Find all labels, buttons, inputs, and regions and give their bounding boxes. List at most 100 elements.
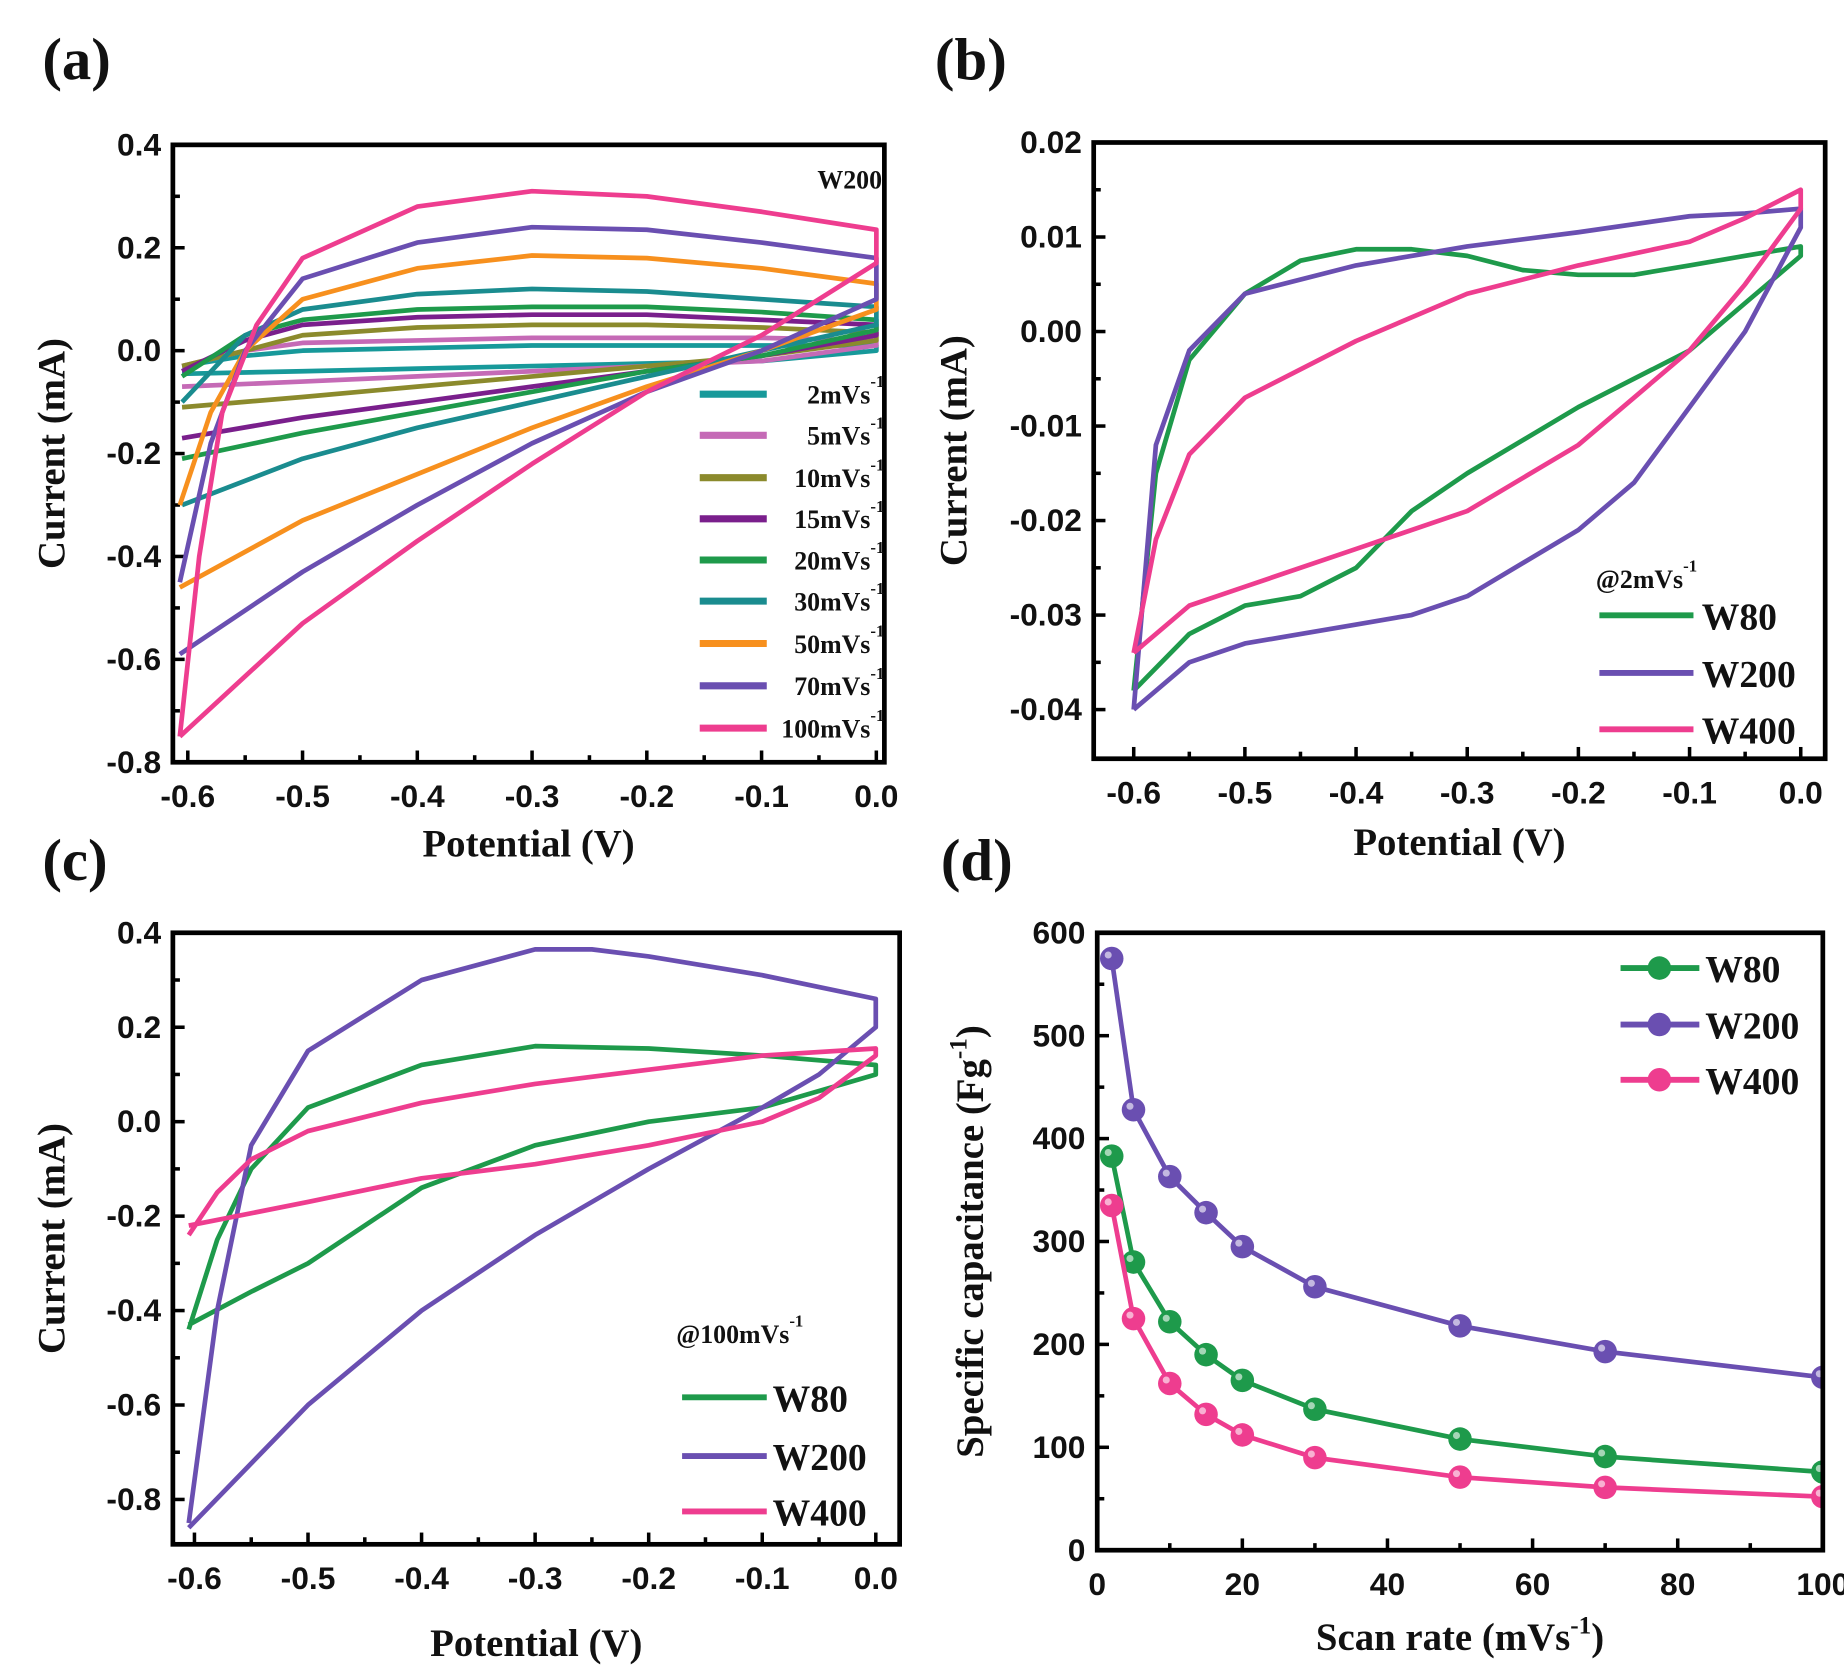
legend-label-sup: -1: [870, 538, 884, 557]
data-point-highlight: [1162, 1376, 1170, 1384]
legend-label-main: 70mVs: [794, 672, 870, 701]
legend-label: W200: [773, 1437, 867, 1479]
plot-frame: [170, 142, 887, 765]
legend-label: W80: [773, 1378, 848, 1420]
legend-label-main: 15mVs: [794, 505, 870, 534]
y-tick-label: -0.8: [106, 1481, 161, 1517]
x-axis-title-main: Scan rate (mVs: [1316, 1616, 1570, 1659]
x-axis-title: Scan rate (mVs-1): [1316, 1613, 1604, 1659]
x-tick-label: -0.5: [275, 778, 330, 814]
y-axis-title-main: Specific capacitance (Fg: [949, 1059, 992, 1458]
y-tick-label: 0.2: [117, 229, 161, 265]
y-axis-title: Current (mA): [31, 1123, 74, 1354]
data-point-highlight: [1452, 1432, 1461, 1440]
x-tick-label: -0.3: [1440, 774, 1495, 810]
panel-label-a: (a): [42, 27, 111, 92]
x-tick-label: -0.3: [505, 778, 560, 814]
data-point-highlight: [1199, 1407, 1207, 1415]
x-tick-label: 100: [1796, 1566, 1844, 1602]
data-point-w400: [1121, 1306, 1146, 1331]
data-point-highlight: [1162, 1314, 1170, 1322]
legend-label: 50mVs-1: [794, 621, 884, 658]
y-tick-label: 0.4: [117, 126, 161, 162]
y-tick-label: -0.03: [1010, 597, 1082, 633]
data-point-highlight: [1126, 1102, 1134, 1110]
data-point-highlight: [1598, 1480, 1606, 1488]
x-tick-label: -0.6: [1106, 774, 1161, 810]
x-tick-label: 0.0: [854, 778, 898, 814]
data-point-w400: [1099, 1193, 1124, 1218]
legend-label-main: 20mVs: [794, 546, 870, 575]
y-tick-label: 200: [1032, 1326, 1085, 1362]
y-tick-label: 400: [1032, 1120, 1085, 1156]
legend-title-sup: -1: [1683, 557, 1697, 576]
data-point-highlight: [1452, 1318, 1461, 1326]
legend-marker: [1647, 1068, 1672, 1092]
data-point-w200: [1099, 946, 1124, 971]
data-point-w80: [1158, 1309, 1182, 1334]
y-axis-title: Current (mA): [31, 338, 74, 569]
legend-marker: [1647, 1012, 1672, 1037]
plot-area: [177, 188, 879, 739]
cv-loop-w80: [1131, 244, 1804, 693]
legend-label-sup: -1: [870, 456, 884, 475]
legend-marker: [1647, 956, 1672, 980]
x-axis-title-main: Potential (V): [1353, 821, 1565, 864]
data-point-w200: [1230, 1234, 1255, 1259]
data-point-w200: [1448, 1314, 1472, 1338]
data-point-w200: [1158, 1164, 1182, 1189]
plot-area: [1099, 946, 1823, 1509]
legend-label-sup: -1: [870, 413, 884, 432]
x-tick-label: -0.6: [160, 778, 215, 814]
y-tick-label: 600: [1032, 914, 1085, 950]
x-tick-label: 0.0: [1779, 774, 1823, 810]
x-axis-title-end: ): [1591, 1616, 1604, 1659]
y-axis-title-main: Current (mA): [933, 335, 976, 566]
legend-label: W200: [1702, 654, 1796, 696]
legend-title: @2mVs-1: [1596, 557, 1697, 594]
data-point-highlight: [1307, 1450, 1315, 1458]
data-point-w400: [1194, 1402, 1218, 1427]
legend-title-sup: -1: [789, 1312, 803, 1331]
y-tick-label: 0: [1068, 1532, 1086, 1568]
legend-title: @100mVs-1: [676, 1312, 803, 1349]
legend-label-sup: -1: [870, 706, 884, 725]
x-tick-label: 80: [1660, 1566, 1695, 1602]
cv-loop-w400: [186, 1046, 879, 1237]
legend-label: 15mVs-1: [794, 497, 884, 534]
plot-frame: [1094, 930, 1826, 1553]
data-point-w80: [1194, 1342, 1218, 1367]
legend-label-main: 2mVs: [807, 381, 870, 410]
data-point-highlight: [1104, 1198, 1112, 1206]
legend-title-main: @100mVs: [676, 1320, 789, 1349]
data-point-w400: [1303, 1445, 1327, 1470]
panel-c-plot: -0.6 -0.5 -0.4 -0.3 -0.2 -0.1 0.0 0.4 0.2 0.0 -0.2…: [31, 914, 903, 1665]
x-tick-label: 40: [1370, 1566, 1405, 1602]
y-tick-label: -0.6: [106, 1387, 161, 1423]
x-axis-title-sup: -1: [1570, 1613, 1591, 1640]
y-tick-label: -0.01: [1010, 408, 1082, 444]
y-tick-label: 100: [1032, 1429, 1085, 1465]
y-tick-label: 0.2: [117, 1009, 161, 1045]
legend-label-main: 30mVs: [794, 588, 870, 617]
cv-loop-w400: [1131, 187, 1804, 655]
data-point-w200: [1593, 1339, 1617, 1364]
y-tick-label: -0.4: [106, 1292, 161, 1328]
y-tick-label: -0.6: [106, 641, 161, 677]
legend-label: W400: [773, 1493, 867, 1535]
data-point-w80: [1593, 1444, 1617, 1469]
y-tick-label: 0.4: [117, 914, 161, 950]
legend-label: 100mVs-1: [781, 706, 884, 743]
x-tick-label: -0.3: [508, 1560, 563, 1596]
data-point-highlight: [1598, 1449, 1606, 1457]
x-tick-label: -0.2: [1551, 774, 1606, 810]
data-point-highlight: [1104, 951, 1112, 959]
y-tick-label: 0.0: [117, 1103, 161, 1139]
data-point-highlight: [1307, 1279, 1315, 1287]
legend-label: W400: [1705, 1061, 1799, 1103]
panel-b-plot: -0.6 -0.5 -0.4 -0.3 -0.2 -0.1 0.0 0.02 0.01 0.00 -…: [933, 124, 1828, 864]
y-axis-title: Current (mA): [933, 335, 976, 566]
y-axis-title: Specific capacitance (Fg-1): [946, 1025, 992, 1458]
data-point-w80: [1230, 1368, 1255, 1393]
